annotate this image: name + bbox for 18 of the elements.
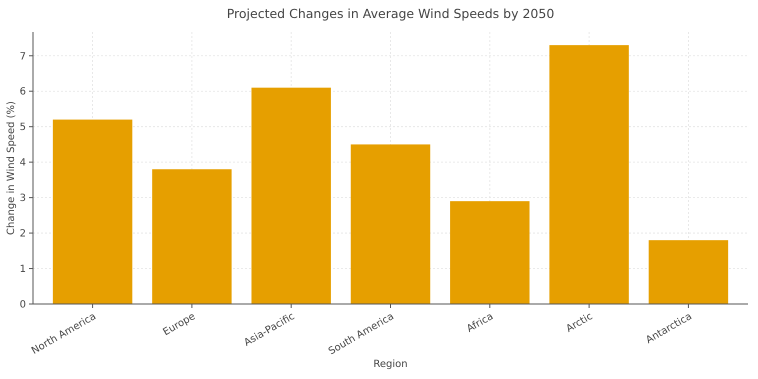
y-tick-label: 4 (20, 158, 26, 169)
y-tick-label: 0 (20, 300, 26, 310)
bar (52, 120, 132, 304)
y-axis-title: Change in Wind Speed (%) (6, 100, 17, 235)
bar (648, 240, 728, 304)
chart-title: Projected Changes in Average Wind Speeds by 2050 (226, 6, 554, 21)
bar (152, 169, 232, 304)
bar (350, 144, 430, 304)
y-tick-label: 5 (20, 122, 26, 134)
y-tick-label: 6 (20, 86, 26, 98)
y-tick-label: 7 (20, 51, 26, 62)
x-axis-title: Region (373, 359, 408, 370)
bar (549, 45, 629, 304)
bar (450, 201, 530, 304)
y-tick-label: 2 (20, 228, 26, 240)
y-tick-label: 1 (20, 264, 26, 276)
bar (251, 88, 331, 304)
y-tick-label: 3 (20, 193, 26, 204)
